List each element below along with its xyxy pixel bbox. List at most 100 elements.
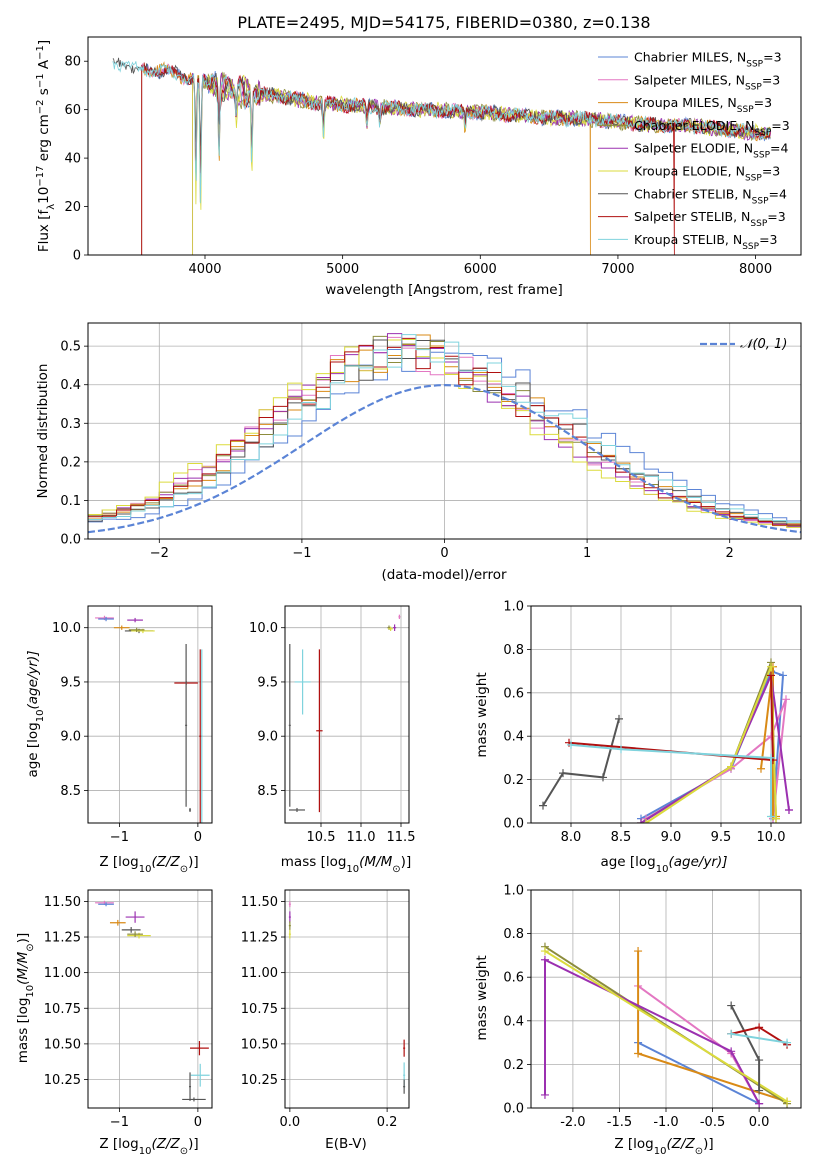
x-axis-label-part: (Z/Z: [151, 1136, 180, 1152]
histogram-bars: [88, 333, 801, 539]
legend-label-text: =4: [770, 141, 788, 156]
legend-label-sub: SSP: [754, 128, 771, 138]
y-tick-label: 0: [73, 249, 81, 264]
y-tick-label: 11.25: [241, 931, 278, 946]
histogram-legend: 𝒩(0, 1): [700, 337, 787, 352]
weight-marker: [772, 814, 780, 823]
x-tick-label: 8000: [739, 262, 772, 277]
y-axis-label: mass weight: [474, 955, 490, 1040]
y-tick-label: 10.0: [52, 621, 81, 636]
x-tick-label: 1: [583, 546, 591, 561]
y-tick-label: 0.2: [503, 773, 524, 788]
y-axis-label-exp: −1: [35, 73, 46, 88]
spectrum-line: [141, 62, 771, 255]
chart-title: PLATE=2495, MJD=54175, FIBERID=0380, z=0…: [237, 13, 650, 32]
y-tick-label: 8.5: [257, 784, 278, 799]
y-tick-label: 10.75: [44, 1002, 81, 1017]
legend-label: Salpeter STELIB, NSSP=3: [634, 209, 786, 229]
errorbar-points: [288, 901, 406, 1094]
mass-vs-metallicity-plot-area: −1 0 10.25 10.50 10.75 11.00 11.25 11.50: [44, 889, 213, 1130]
plot-frame: [87, 322, 802, 540]
weight-marker: [634, 947, 643, 956]
weight-marker: [727, 1047, 736, 1056]
weight-marker: [559, 769, 567, 778]
y-axis-label-exp: −2: [35, 99, 46, 114]
y-tick-label: 80: [64, 55, 81, 70]
y-tick-label: 1.0: [503, 600, 524, 615]
weight-marker: [617, 745, 625, 754]
weight-marker: [755, 1099, 764, 1108]
y-axis-label-part: (M/M: [15, 951, 31, 984]
x-axis-label-part: (M/M: [359, 854, 392, 870]
plot-frame: [284, 605, 410, 824]
legend-label-text: =3: [759, 232, 777, 247]
x-axis-label-part: )]: [188, 1136, 199, 1152]
legend-label-sub: SSP: [745, 174, 762, 184]
x-tick-label: 5000: [326, 262, 359, 277]
x-axis-label-sub: ⊙: [180, 864, 188, 875]
y-tick-label: 11.50: [44, 895, 81, 910]
legend-label-sub: SSP: [752, 196, 769, 206]
y-tick-label: 0.4: [503, 730, 524, 745]
legend-label-text: =3: [754, 95, 772, 110]
x-axis-label-sub: ⊙: [392, 864, 400, 875]
x-axis-label-part: (age/yr)]: [668, 854, 727, 870]
plot-frame: [87, 605, 213, 824]
x-tick-label: 9.5: [711, 830, 732, 845]
y-axis-label: Flux [fλ10−17 erg cm−2 s−1 A−1]: [35, 40, 57, 252]
y-axis-label-exp: −1: [35, 45, 46, 60]
x-axis-label-part: Z [log: [614, 1136, 653, 1152]
y-tick-label: 20: [64, 200, 81, 215]
weight-line: [542, 718, 620, 807]
age-vs-mass-panel: 10.5 11.0 11.5 8.5 9.0 9.5 10.0 mass [log10(M/…: [249, 605, 415, 875]
x-axis-label-part: age [log: [600, 854, 655, 870]
y-axis-label-sub: 10: [25, 985, 36, 998]
legend-label-sub: SSP: [742, 242, 759, 252]
y-axis-label-part: A: [36, 59, 52, 73]
legend-label-sub: SSP: [737, 105, 754, 115]
x-tick-label: 0: [194, 830, 202, 845]
x-axis-label-sub: ⊙: [180, 1146, 188, 1157]
y-axis-label-sub: λ: [46, 204, 57, 210]
histogram-plot-area: −2 −1 0 1 2 0.0 0.1 0.2 0.3 0.4 0.5: [60, 322, 802, 561]
legend-label-text: =3: [762, 72, 780, 87]
x-tick-label: 8.0: [561, 830, 582, 845]
x-tick-label: 2: [726, 546, 734, 561]
x-axis-label-part: )]: [703, 1136, 714, 1152]
legend-label-sub: SSP: [746, 60, 763, 70]
age-vs-mass-plot-area: 10.5 11.0 11.5 8.5 9.0 9.5 10.0: [249, 605, 415, 845]
spectrum-lines: [112, 57, 772, 255]
y-axis-label-part: s: [36, 88, 52, 99]
weight-marker: [540, 955, 549, 964]
y-tick-label: 0.8: [503, 927, 524, 942]
y-tick-label: 9.0: [60, 730, 81, 745]
legend-label-sub: SSP: [753, 151, 770, 161]
y-tick-label: 11.50: [241, 895, 278, 910]
weight-lines: [540, 942, 792, 1108]
x-axis-label-part: mass [log: [281, 854, 347, 870]
weight-line: [570, 743, 772, 817]
weight-marker: [727, 1001, 736, 1010]
x-tick-label: 7000: [601, 262, 634, 277]
y-tick-label: 9.0: [257, 730, 278, 745]
weight-marker: [767, 753, 775, 762]
weight-marker: [755, 1056, 764, 1065]
y-tick-label: 10.25: [241, 1073, 278, 1088]
y-tick-label: 0.8: [503, 643, 524, 658]
x-axis-label: Z [log10(Z/Z⊙)]: [99, 1136, 198, 1157]
x-axis-label-part: )]: [188, 854, 199, 870]
x-tick-label: -1.0: [653, 1115, 678, 1130]
weight-lines: [539, 658, 793, 823]
legend-label-sub: SSP: [745, 82, 762, 92]
x-axis-label-part: Z [log: [99, 854, 138, 870]
x-axis-label: E(B-V): [325, 1136, 367, 1152]
y-tick-label: 0.6: [503, 686, 524, 701]
legend-label-text: =3: [763, 50, 781, 65]
x-tick-label: 0.2: [377, 1115, 398, 1130]
x-axis-label: mass [log10(M/M⊙)]: [281, 854, 411, 875]
plot-frame: [87, 889, 213, 1109]
legend-label-text: =3: [767, 209, 785, 224]
x-tick-label: 10.0: [757, 830, 786, 845]
y-axis-label: Normed distribution: [35, 364, 51, 499]
x-axis-label-sub: ⊙: [695, 1146, 703, 1157]
